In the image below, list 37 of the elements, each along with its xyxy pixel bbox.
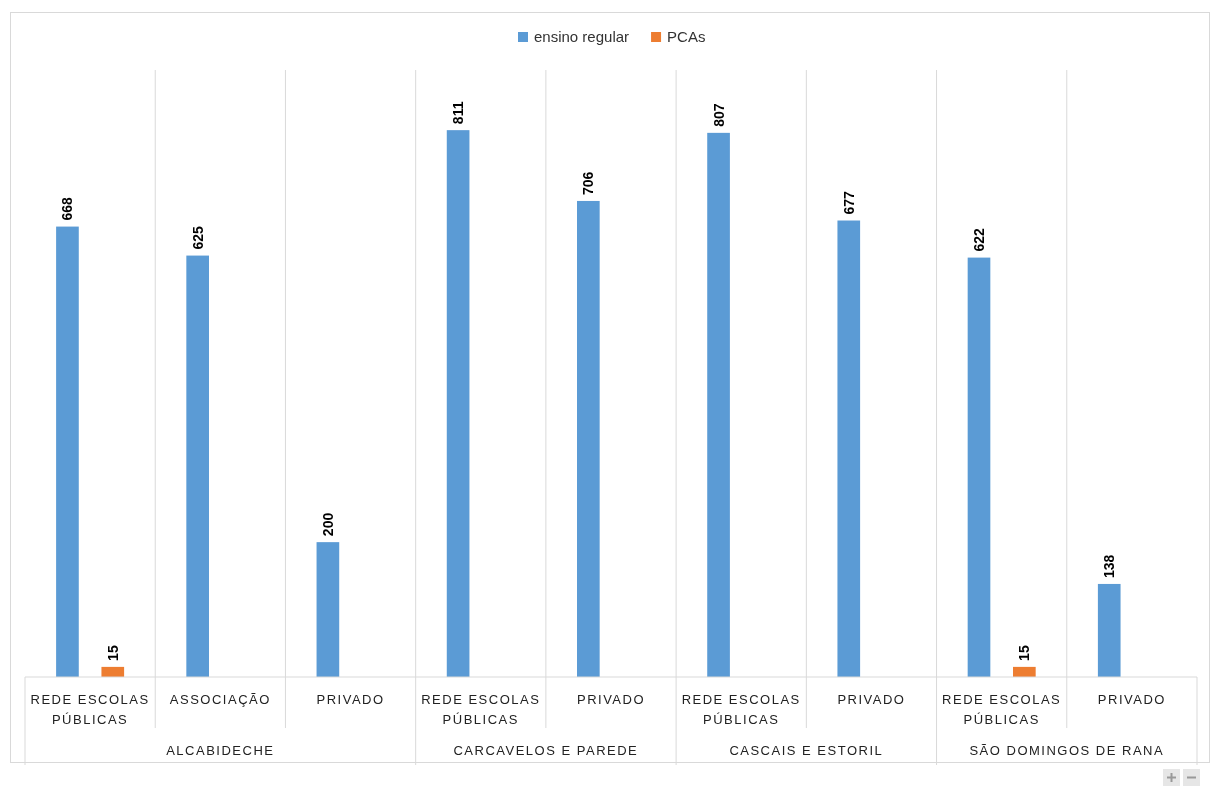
- data-label: 625: [189, 226, 206, 250]
- bar: [967, 257, 991, 677]
- data-label: 200: [319, 512, 336, 537]
- legend-label: PCAs: [667, 28, 706, 45]
- x-tick-label: REDE ESCOLAS PÚBLICAS: [681, 692, 801, 727]
- data-label: 15: [104, 645, 121, 661]
- bar: [707, 132, 730, 677]
- bar: [1097, 583, 1121, 677]
- data-label: 677: [840, 190, 857, 215]
- text: CASCAIS E ESTORIL: [729, 743, 884, 758]
- x-tick-label: PRIVADO: [576, 692, 646, 707]
- x-tick-label: PRIVADO: [837, 692, 906, 707]
- text: SÃO DOMINGOS DE RANA: [969, 743, 1165, 758]
- x-tick-label: PRIVADO: [316, 692, 385, 707]
- data-label: 807: [710, 103, 727, 127]
- bar: [101, 666, 125, 677]
- data-label: 622: [971, 228, 987, 252]
- bar: [56, 226, 79, 677]
- bar: [1013, 666, 1036, 677]
- x-tick-label: REDE ESCOLAS PÚBLICAS: [421, 692, 541, 727]
- data-label: 668: [59, 197, 76, 221]
- bar: [446, 130, 470, 677]
- x-tick-label: REDE ESCOLAS PÚBLICAS: [30, 692, 150, 727]
- text: CARCAVELOS E PAREDE: [453, 743, 639, 758]
- x-tick-label: PRIVADO: [1097, 692, 1166, 707]
- x-tick-label: REDE ESCOLAS PÚBLICAS: [942, 692, 1062, 727]
- text: ALCABIDECHE: [166, 743, 275, 758]
- data-label: 811: [450, 101, 467, 125]
- bar: [186, 255, 209, 677]
- data-label: 15: [1016, 645, 1033, 661]
- bar: [577, 200, 600, 677]
- x-tick-label: ASSOCIAÇÃO: [169, 692, 271, 707]
- data-label: 138: [1101, 554, 1118, 578]
- bar: [316, 542, 340, 677]
- bar: [837, 220, 861, 677]
- legend-label: ensino regular: [534, 28, 630, 45]
- data-label: 706: [580, 171, 597, 195]
